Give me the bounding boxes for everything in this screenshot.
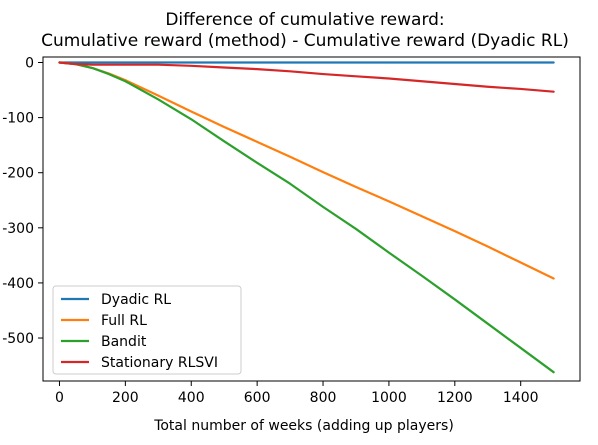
plot-frame xyxy=(42,56,581,382)
series-line-2 xyxy=(58,61,555,374)
series-layer xyxy=(58,61,555,374)
legend-label-1: Full RL xyxy=(101,313,147,329)
series-line-3 xyxy=(58,61,555,93)
legend-label-0: Dyadic RL xyxy=(101,292,171,308)
series-line-1 xyxy=(58,61,555,280)
x-tick-label-0: 0 xyxy=(55,390,64,406)
legend-label-3: Stationary RLSVI xyxy=(101,355,218,371)
legend: Dyadic RL Full RL Bandit Stationary RLSVI xyxy=(52,285,242,375)
x-tick-label-3: 600 xyxy=(244,390,271,406)
x-tick-label-1: 200 xyxy=(112,390,139,406)
y-tick-label-4: -400 xyxy=(2,276,34,292)
chart-title-line-2: Cumulative reward (method) - Cumulative … xyxy=(41,31,569,51)
legend-label-2: Bandit xyxy=(101,334,147,350)
legend-box xyxy=(52,285,242,375)
chart-title: Difference of cumulative reward: Cumulat… xyxy=(41,10,569,51)
x-axis: 0 200 400 600 800 1000 1200 1400 xyxy=(55,381,539,406)
x-tick-label-5: 1000 xyxy=(371,390,407,406)
x-tick-label-6: 1200 xyxy=(437,390,473,406)
x-tick-label-4: 800 xyxy=(310,390,337,406)
x-axis-label: Total number of weeks (adding up players… xyxy=(153,418,454,434)
y-tick-label-5: -500 xyxy=(2,331,34,347)
y-axis: 0 -100 -200 -300 -400 -500 xyxy=(2,56,43,347)
chart-title-line-1: Difference of cumulative reward: xyxy=(165,10,444,30)
y-tick-label-0: 0 xyxy=(25,56,34,72)
y-tick-label-3: -300 xyxy=(2,221,34,237)
x-tick-label-2: 400 xyxy=(178,390,205,406)
x-tick-label-7: 1400 xyxy=(503,390,539,406)
y-tick-label-2: -200 xyxy=(2,166,34,182)
y-tick-label-1: -100 xyxy=(2,111,34,127)
